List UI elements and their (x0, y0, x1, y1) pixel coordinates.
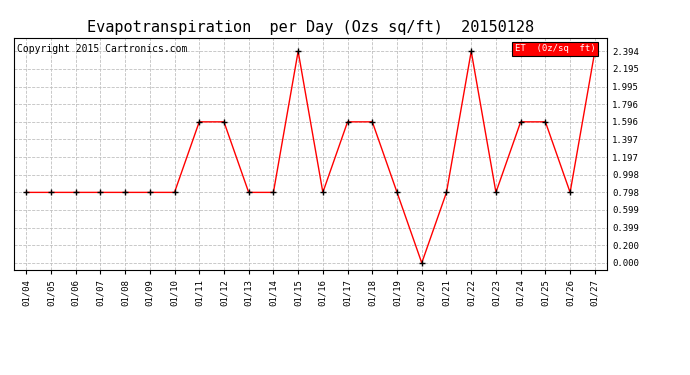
Text: Copyright 2015 Cartronics.com: Copyright 2015 Cartronics.com (17, 45, 187, 54)
Text: ET  (0z/sq  ft): ET (0z/sq ft) (515, 45, 595, 54)
Title: Evapotranspiration  per Day (Ozs sq/ft)  20150128: Evapotranspiration per Day (Ozs sq/ft) 2… (87, 20, 534, 35)
